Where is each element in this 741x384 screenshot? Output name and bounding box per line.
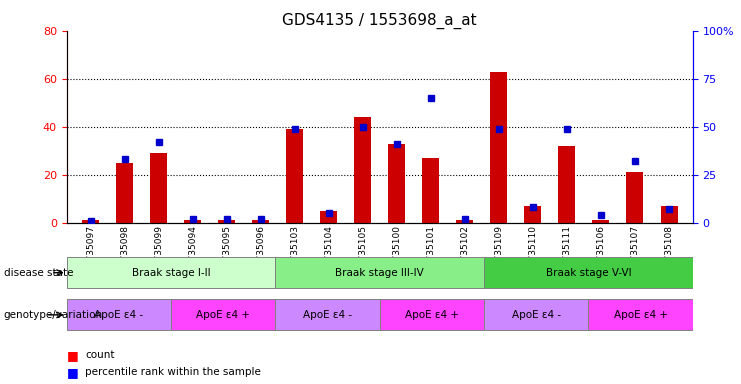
Bar [456, 220, 473, 223]
Bar [626, 172, 643, 223]
Bar [660, 206, 677, 223]
Bar [82, 220, 99, 223]
Text: ApoE ε4 -: ApoE ε4 - [303, 310, 352, 320]
Bar [484, 257, 693, 288]
Text: Braak stage III-IV: Braak stage III-IV [336, 268, 424, 278]
Bar [320, 211, 337, 223]
Bar [218, 220, 235, 223]
Text: Braak stage I-II: Braak stage I-II [132, 268, 210, 278]
Bar [388, 144, 405, 223]
Bar [184, 220, 201, 223]
Bar [286, 129, 303, 223]
Bar [379, 300, 484, 330]
Text: ApoE ε4 +: ApoE ε4 + [196, 310, 250, 320]
Text: ApoE ε4 +: ApoE ε4 + [405, 310, 459, 320]
Bar [491, 71, 508, 223]
Text: ■: ■ [67, 366, 79, 379]
Bar [276, 300, 379, 330]
Text: genotype/variation: genotype/variation [4, 310, 103, 320]
Bar [354, 117, 371, 223]
Bar [559, 146, 576, 223]
Text: disease state: disease state [4, 268, 73, 278]
Bar [593, 220, 609, 223]
Title: GDS4135 / 1553698_a_at: GDS4135 / 1553698_a_at [282, 13, 477, 29]
Bar [525, 206, 542, 223]
Text: ApoE ε4 -: ApoE ε4 - [94, 310, 144, 320]
Text: Braak stage V-VI: Braak stage V-VI [545, 268, 631, 278]
Text: ApoE ε4 -: ApoE ε4 - [512, 310, 561, 320]
Bar [484, 300, 588, 330]
Bar [67, 257, 276, 288]
Bar [150, 153, 167, 223]
Bar [252, 220, 269, 223]
Text: percentile rank within the sample: percentile rank within the sample [85, 367, 261, 377]
Bar [276, 257, 484, 288]
Text: ApoE ε4 +: ApoE ε4 + [614, 310, 668, 320]
Text: count: count [85, 350, 115, 360]
Bar [67, 300, 171, 330]
Bar [171, 300, 276, 330]
Bar [588, 300, 693, 330]
Bar [116, 163, 133, 223]
Bar [422, 158, 439, 223]
Text: ■: ■ [67, 349, 79, 362]
